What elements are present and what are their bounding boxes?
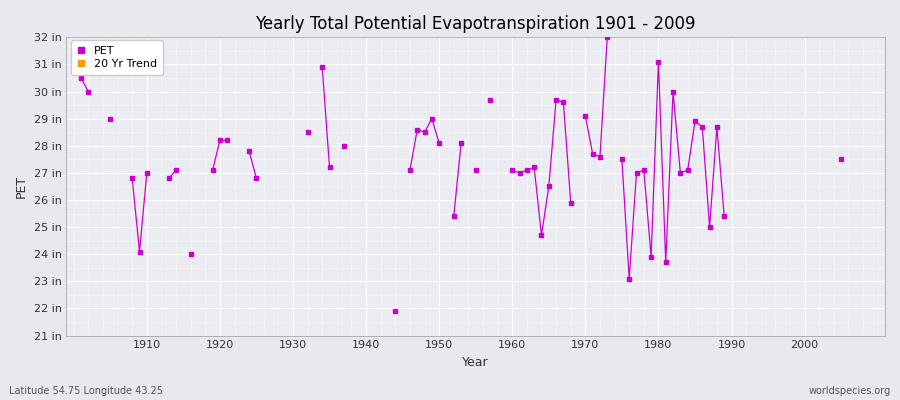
Y-axis label: PET: PET bbox=[15, 175, 28, 198]
Title: Yearly Total Potential Evapotranspiration 1901 - 2009: Yearly Total Potential Evapotranspiratio… bbox=[256, 15, 696, 33]
X-axis label: Year: Year bbox=[463, 356, 489, 369]
Text: worldspecies.org: worldspecies.org bbox=[809, 386, 891, 396]
Text: Latitude 54.75 Longitude 43.25: Latitude 54.75 Longitude 43.25 bbox=[9, 386, 163, 396]
Legend: PET, 20 Yr Trend: PET, 20 Yr Trend bbox=[70, 40, 163, 75]
